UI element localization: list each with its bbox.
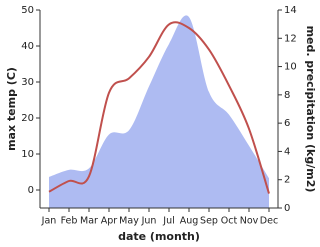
x-tick-label: Aug — [180, 216, 199, 227]
x-tick-label: Jun — [141, 216, 157, 227]
y-tick-label: 0 — [28, 185, 34, 196]
x-tick-label: May — [119, 216, 139, 227]
y-tick-label: 50 — [21, 5, 34, 16]
x-axis-label: date (month) — [118, 230, 200, 243]
x-tick-label: Dec — [260, 216, 278, 227]
y2-tick-label: 10 — [284, 62, 297, 73]
temperature-line — [48, 21, 270, 194]
x-tick-label: Feb — [61, 216, 78, 227]
y-axis-label: max temp (C) — [5, 67, 18, 151]
x-tick-label: Oct — [221, 216, 238, 227]
y-tick-label: 30 — [21, 77, 34, 88]
x-tick-label: Sep — [200, 216, 218, 227]
x-tick-label: Apr — [101, 216, 118, 227]
x-tick-label: Jan — [41, 216, 57, 227]
y2-tick-label: 4 — [284, 146, 290, 157]
x-tick-label: Mar — [80, 216, 98, 227]
y-tick-label: 10 — [21, 149, 34, 160]
y2-tick-label: 0 — [284, 203, 290, 214]
x-tick-label: Nov — [240, 216, 259, 227]
y2-tick-label: 2 — [284, 175, 290, 186]
x-tick-label: Jul — [162, 216, 174, 227]
y2-axis-label: med. precipitation (kg/m2) — [304, 26, 317, 193]
y2-tick-label: 12 — [284, 33, 297, 44]
y2-tick-label: 6 — [284, 118, 290, 129]
y-tick-label: 40 — [21, 41, 34, 52]
precipitation-area — [49, 15, 269, 208]
y2-tick-label: 14 — [284, 5, 297, 16]
y-tick-label: 20 — [21, 113, 34, 124]
y2-tick-label: 8 — [284, 90, 290, 101]
